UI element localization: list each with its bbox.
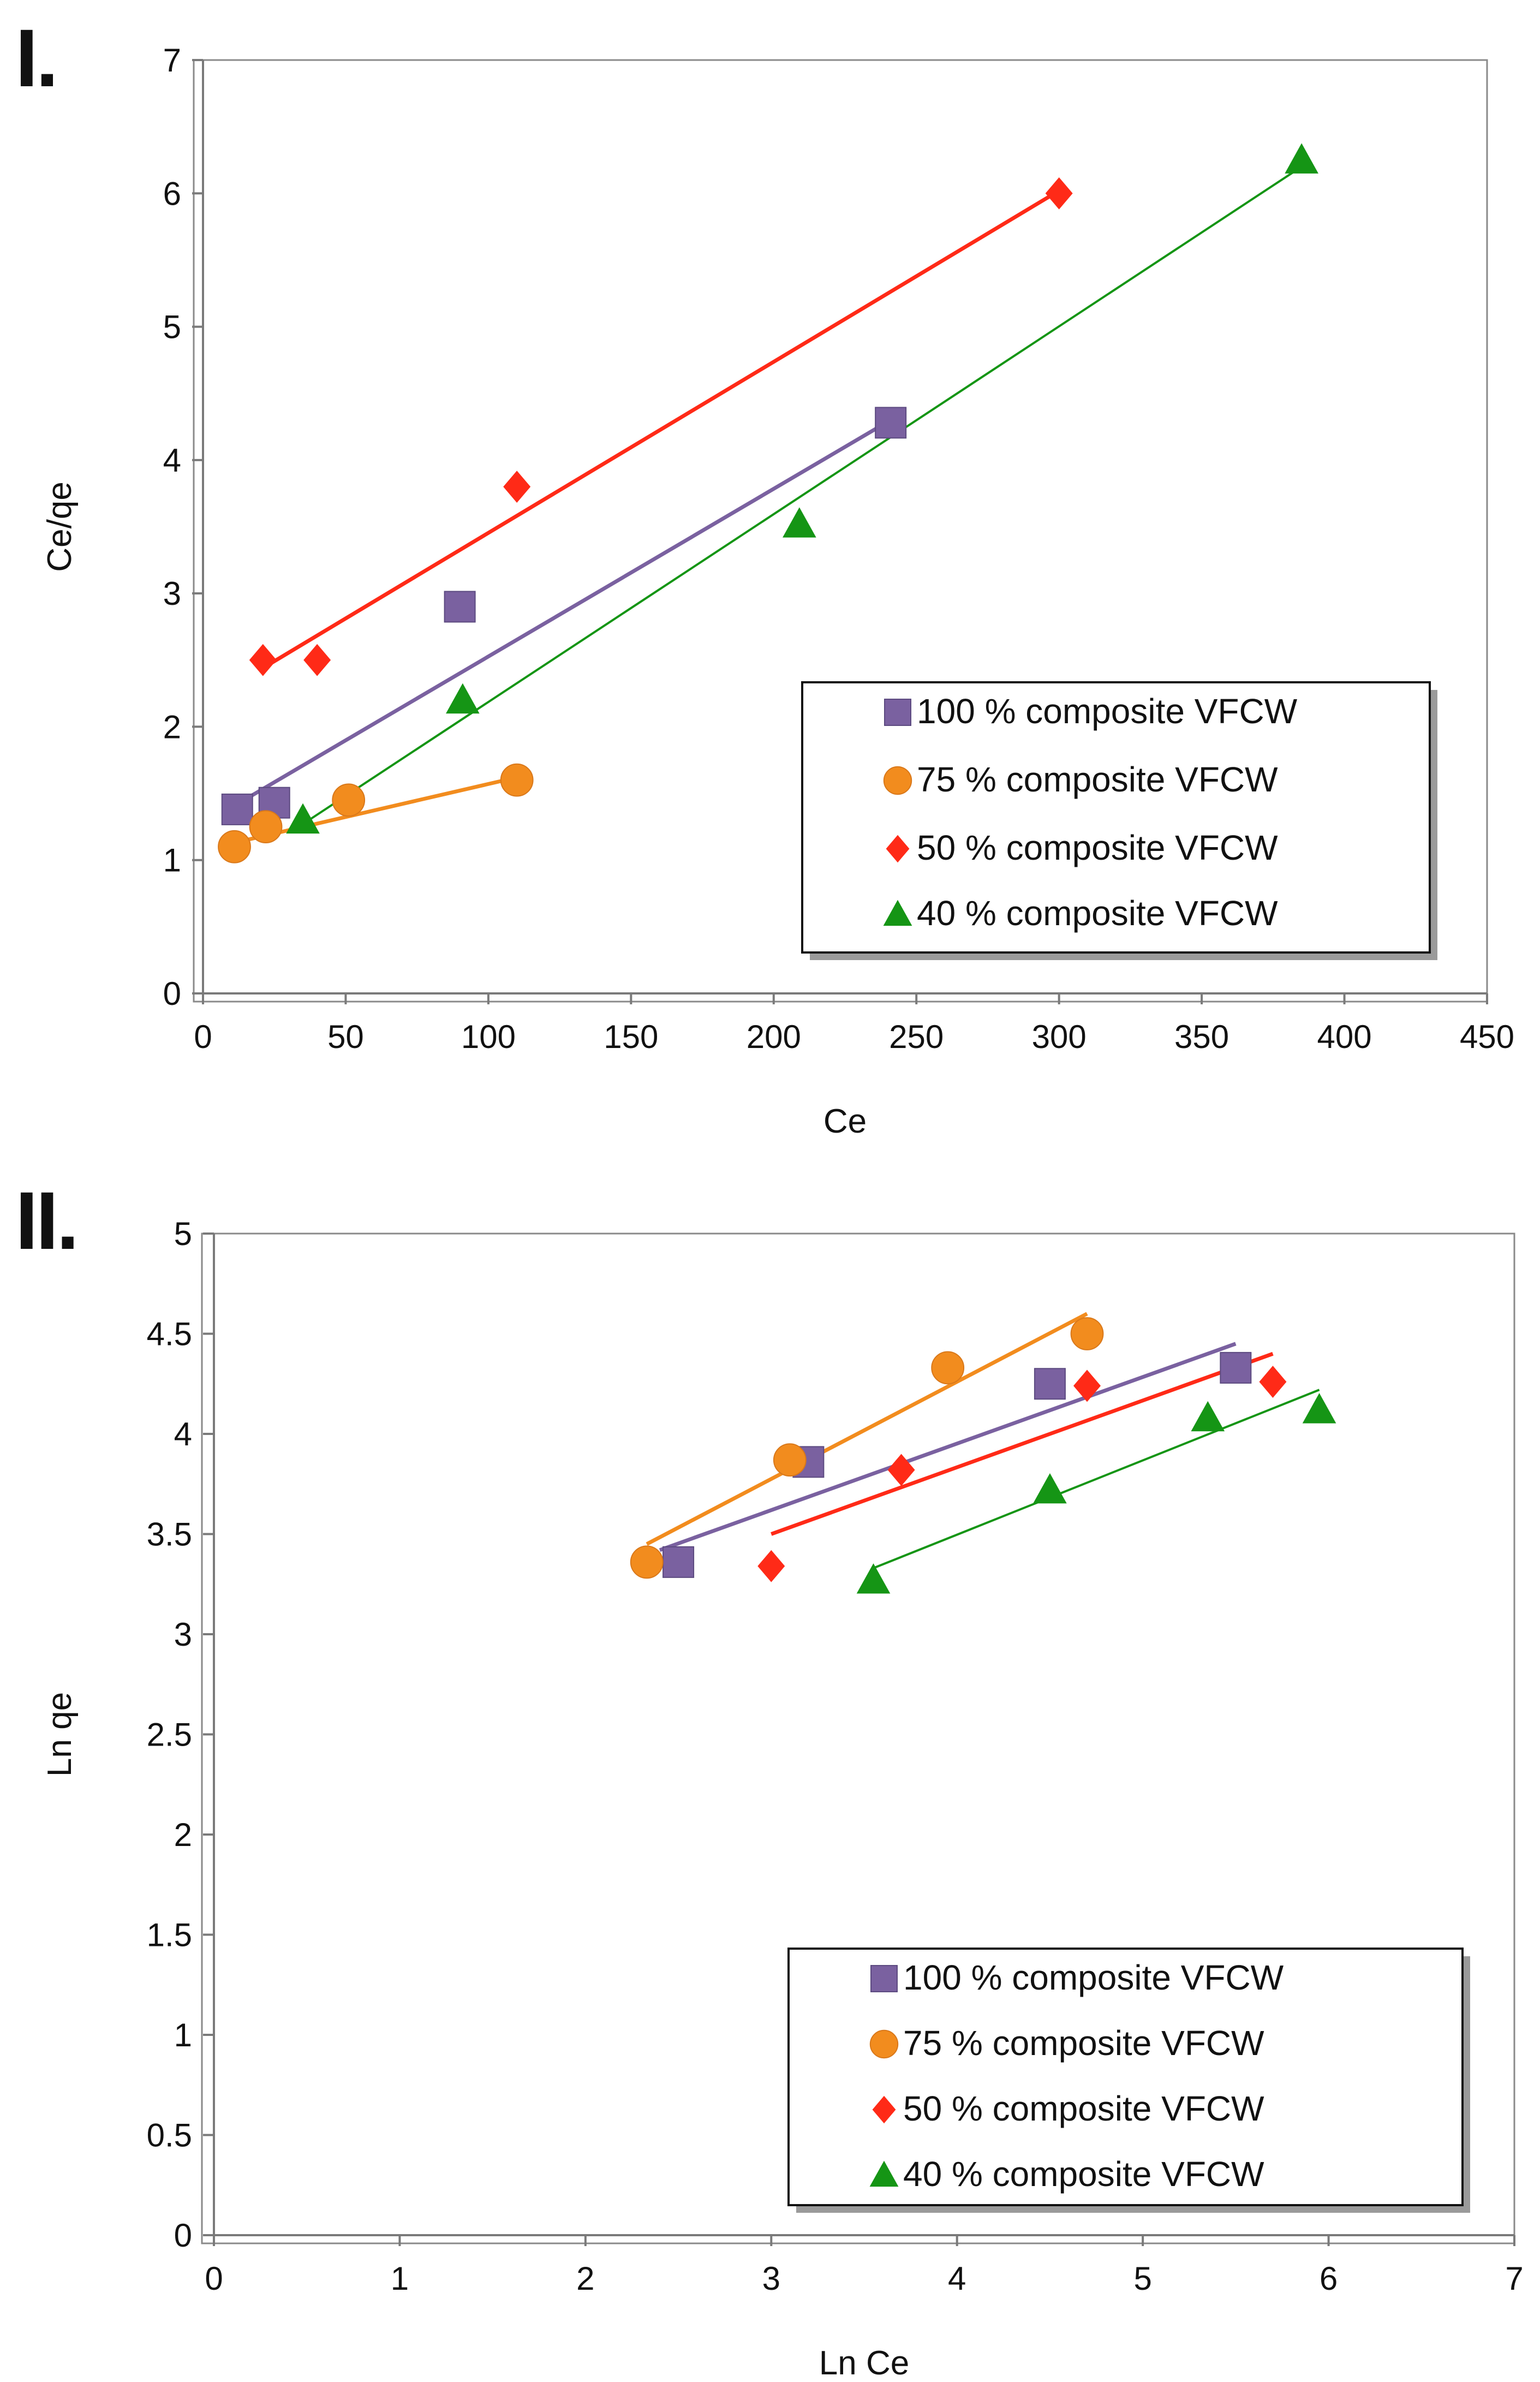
data-point-series-3 <box>783 507 816 538</box>
legend-label-series-2: 50 % composite VFCW <box>917 828 1278 867</box>
trendline-series-1 <box>646 1312 1088 1546</box>
x-tick-label: 1 <box>391 2260 409 2297</box>
x-axis-title: Ce <box>823 1103 867 1140</box>
data-point-series-3 <box>856 1563 891 1594</box>
legend-label-series-1: 75 % composite VFCW <box>917 760 1278 799</box>
legend-label-series-3: 40 % composite VFCW <box>917 894 1278 933</box>
legend-marker-series-3 <box>883 900 912 926</box>
x-tick-label: 200 <box>747 1019 801 1055</box>
data-point-series-3 <box>1191 1401 1225 1432</box>
y-tick-label: 1.5 <box>147 1917 192 1954</box>
legend-marker-series-2 <box>886 835 910 863</box>
data-point-series-1 <box>773 1443 807 1477</box>
y-tick-label: 3.5 <box>147 1516 192 1553</box>
data-point-series-3 <box>1285 143 1318 174</box>
chart-panel-ii: 0 0.5 1 1.5 2 2.5 3 3.5 4 4.5 5 0 1 2 3 4 5 6 7 Ln Ce Ln qe 1… <box>41 1216 1524 2382</box>
y-tick-label: 4 <box>174 1416 192 1452</box>
x-tick-label: 2 <box>576 2260 594 2297</box>
y-axis-title: Ln qe <box>41 1692 79 1777</box>
legend-marker-series-1 <box>869 2029 899 2059</box>
y-tick-label: 0 <box>163 975 181 1012</box>
y-tick-label: 5 <box>163 309 181 346</box>
y-tick-label: 2.5 <box>147 1717 192 1753</box>
x-tick-label: 100 <box>461 1019 516 1055</box>
legend-marker-series-1 <box>883 766 912 795</box>
y-tick-label: 1 <box>163 842 181 879</box>
y-tick-label: 0 <box>174 2217 192 2254</box>
trendline-series-3 <box>302 165 1303 825</box>
data-point-series-3 <box>286 803 320 834</box>
trendline-series-0 <box>236 418 892 806</box>
legend-label-series-2: 50 % composite VFCW <box>903 2089 1264 2128</box>
panel-label-ii: II. <box>15 1175 79 1266</box>
panel-label-i: I. <box>15 12 58 104</box>
data-point-series-1 <box>218 830 251 864</box>
x-tick-label: 0 <box>205 2260 223 2297</box>
y-tick-label: 6 <box>163 175 181 212</box>
y-axis-title: Ce/qe <box>41 481 79 571</box>
y-tick-label: 4 <box>163 442 181 479</box>
data-point-series-1 <box>332 783 366 817</box>
data-point-series-1 <box>630 1545 664 1579</box>
data-point-series-3 <box>1302 1393 1336 1424</box>
data-point-series-2 <box>1045 177 1073 210</box>
data-point-series-2 <box>503 471 531 503</box>
data-point-series-0 <box>444 591 476 623</box>
y-tick-label: 0.5 <box>147 2117 192 2154</box>
data-point-series-1 <box>500 763 534 797</box>
x-tick-label: 250 <box>889 1019 944 1055</box>
data-point-series-2 <box>1259 1366 1287 1398</box>
data-point-series-0 <box>221 793 253 825</box>
data-point-series-2 <box>303 644 331 676</box>
legend-label-series-0: 100 % composite VFCW <box>903 1958 1284 1997</box>
y-tick-label: 4.5 <box>147 1316 192 1353</box>
data-point-series-1 <box>1070 1317 1104 1350</box>
legend-label-series-3: 40 % composite VFCW <box>903 2154 1264 2194</box>
legend-label-series-0: 100 % composite VFCW <box>917 692 1298 731</box>
x-tick-label: 450 <box>1460 1019 1514 1055</box>
trendline-series-2 <box>771 1351 1274 1536</box>
data-point-series-0 <box>1034 1368 1066 1400</box>
x-tick-label: 3 <box>762 2260 780 2297</box>
legend-marker-series-0 <box>870 1965 898 1992</box>
data-point-series-0 <box>662 1546 695 1578</box>
data-point-series-0 <box>875 407 907 439</box>
y-tick-label: 3 <box>163 575 181 612</box>
x-tick-label: 150 <box>604 1019 658 1055</box>
x-tick-label: 50 <box>327 1019 364 1055</box>
data-point-series-3 <box>1033 1473 1067 1504</box>
x-tick-label: 7 <box>1505 2260 1523 2297</box>
trendline-series-2 <box>262 189 1060 670</box>
legend-box <box>787 1948 1464 2206</box>
y-tick-label: 1 <box>174 2017 192 2053</box>
x-tick-label: 400 <box>1317 1019 1372 1055</box>
y-tick-label: 7 <box>163 42 181 79</box>
y-tick-label: 2 <box>163 708 181 745</box>
x-tick-label: 4 <box>948 2260 966 2297</box>
x-tick-label: 6 <box>1320 2260 1338 2297</box>
trendline-series-3 <box>873 1389 1320 1569</box>
data-point-series-2 <box>249 644 277 676</box>
data-point-series-1 <box>931 1351 965 1385</box>
legend-marker-series-3 <box>869 2160 899 2187</box>
y-tick-label: 3 <box>174 1616 192 1653</box>
y-tick-label: 5 <box>174 1216 192 1252</box>
legend-label-series-1: 75 % composite VFCW <box>903 2023 1264 2063</box>
y-tick-label: 2 <box>174 1817 192 1853</box>
data-point-series-0 <box>1220 1351 1252 1384</box>
x-tick-label: 5 <box>1133 2260 1151 2297</box>
x-tick-label: 0 <box>194 1019 212 1055</box>
trendline-series-0 <box>659 1342 1237 1552</box>
data-point-series-1 <box>249 810 283 844</box>
legend-marker-series-0 <box>884 699 911 726</box>
chart-panel-i: 0 1 2 3 4 5 6 7 0 50 100 150 200 250 300 350 400 450 Ce Ce/… <box>41 42 1514 1140</box>
x-axis-title: Ln Ce <box>819 2344 909 2382</box>
x-tick-label: 300 <box>1032 1019 1087 1055</box>
data-point-series-3 <box>446 683 480 714</box>
legend-box <box>801 681 1431 954</box>
x-tick-label: 350 <box>1174 1019 1229 1055</box>
data-point-series-2 <box>887 1454 915 1486</box>
